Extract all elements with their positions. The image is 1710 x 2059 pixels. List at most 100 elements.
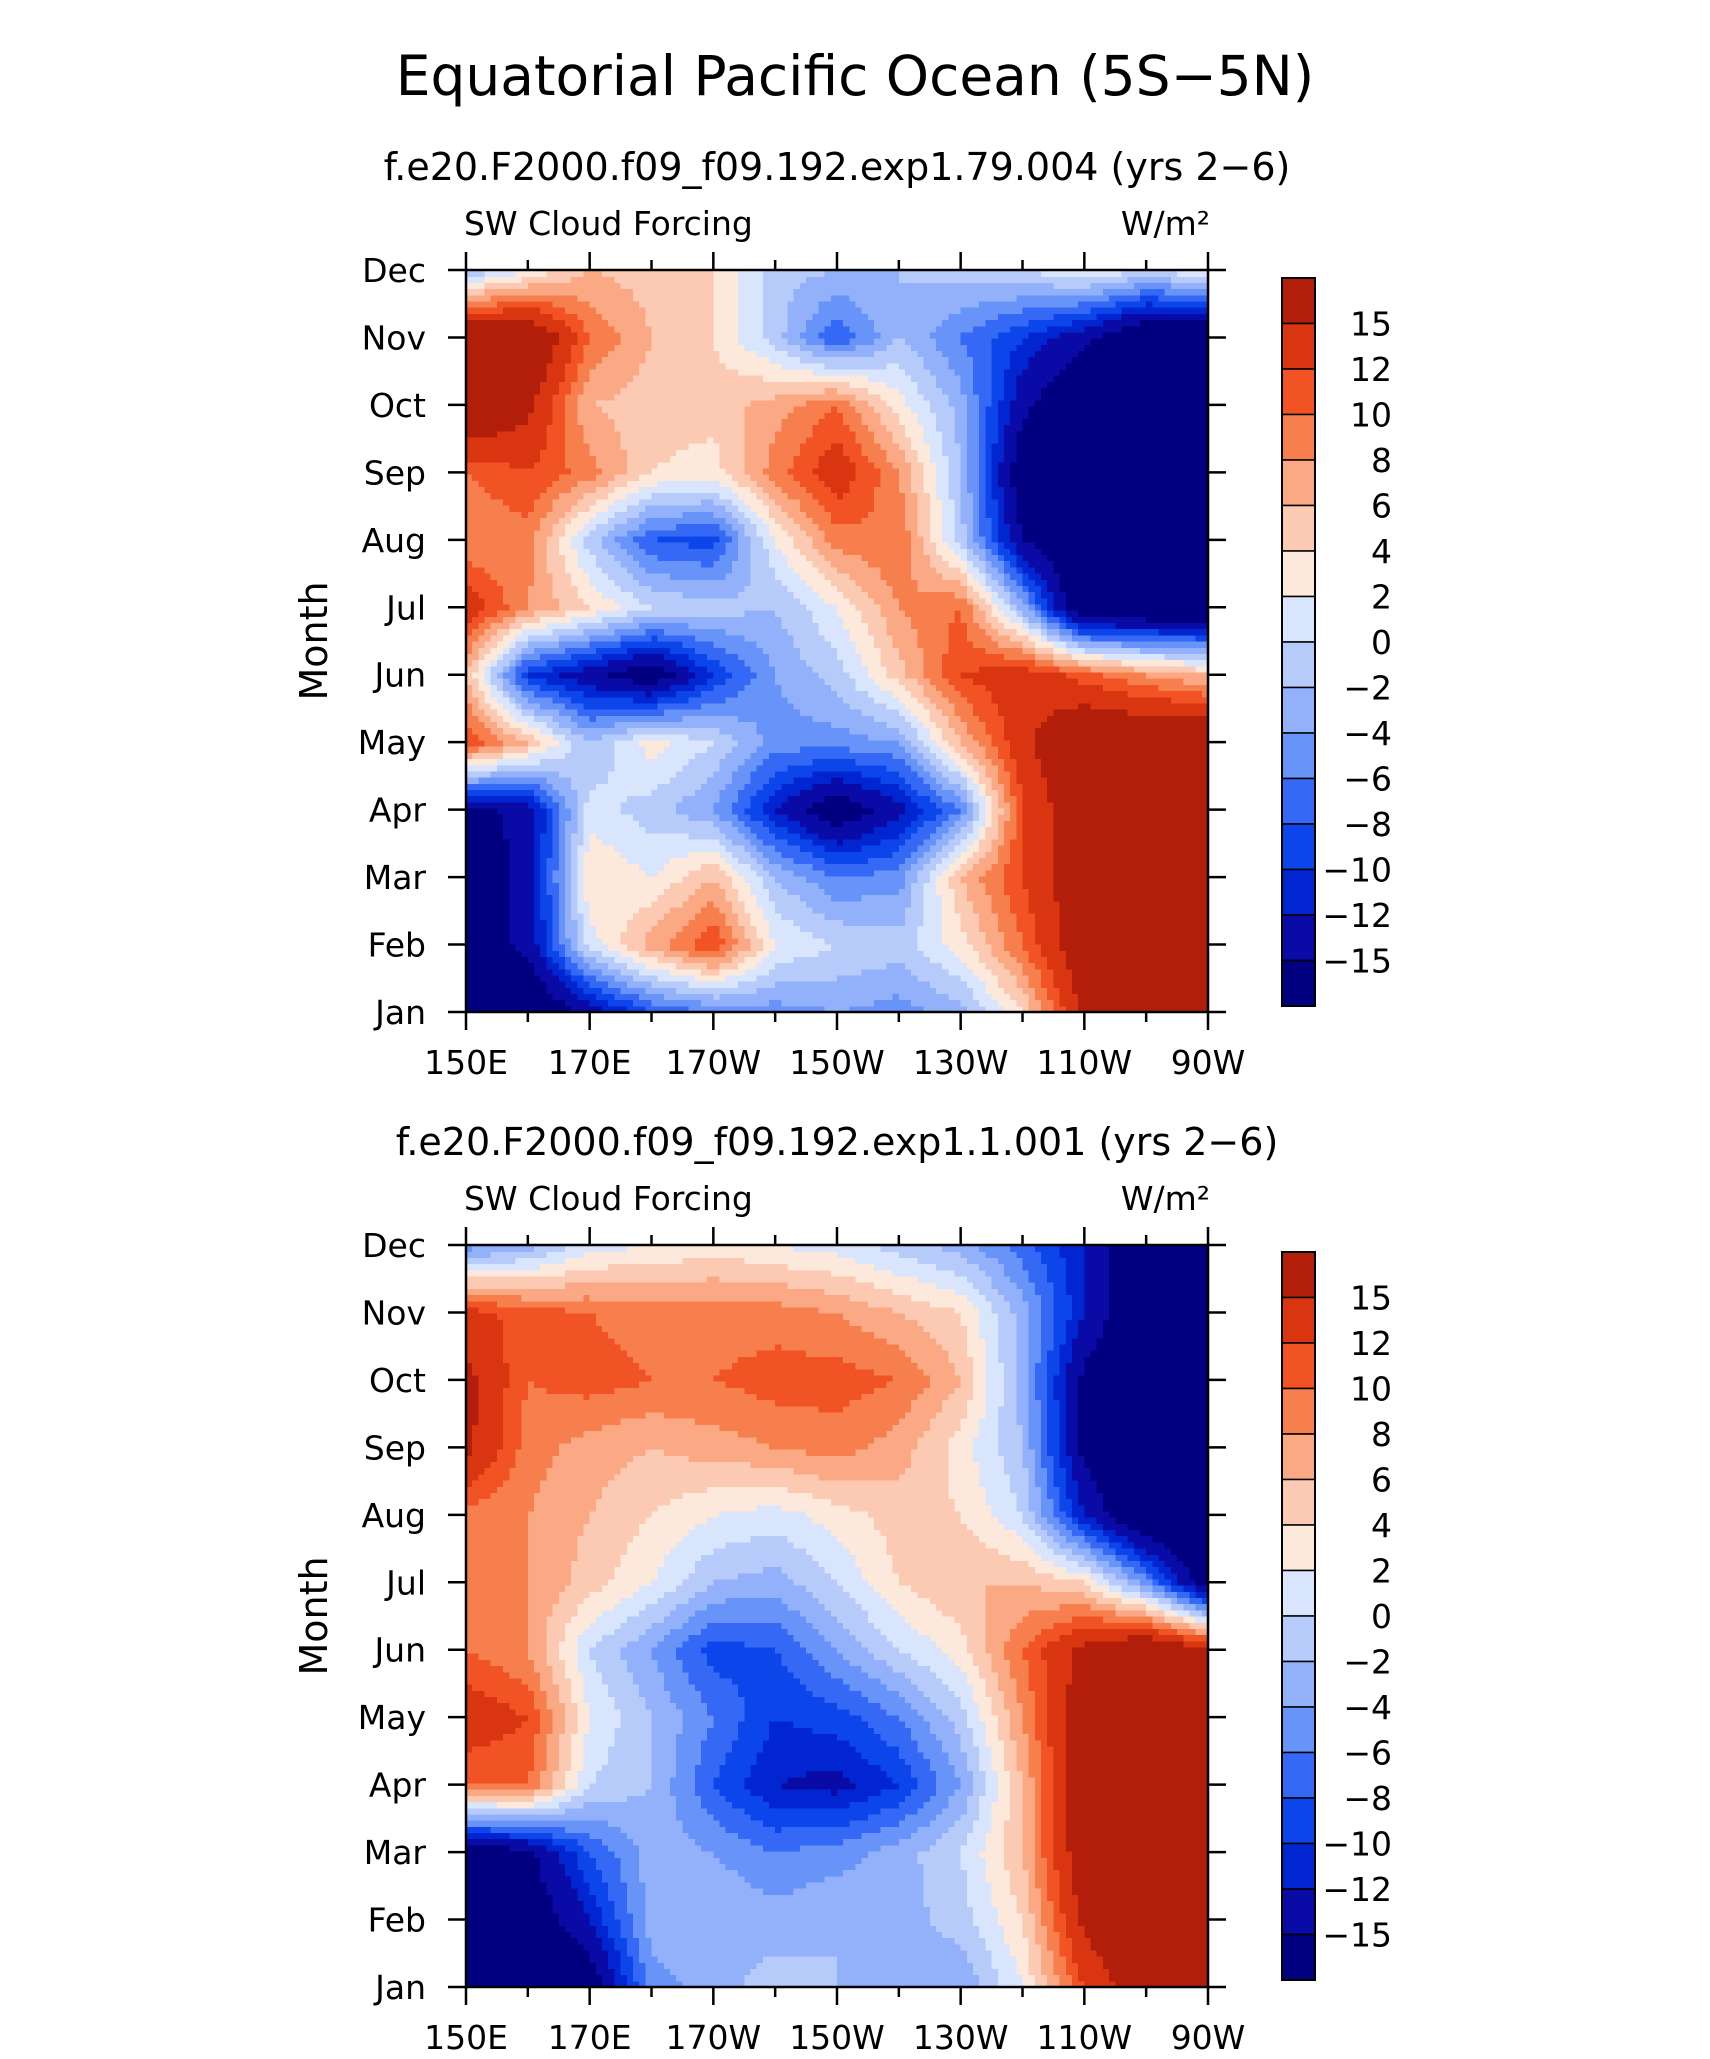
heatmap-cell (621, 833, 628, 840)
heatmap-cell (781, 845, 788, 852)
heatmap-cell (1053, 882, 1060, 889)
heatmap-cell (701, 888, 708, 895)
heatmap-cell (1183, 901, 1190, 908)
heatmap-cell (930, 796, 937, 803)
heatmap-cell (670, 857, 677, 864)
heatmap-cell (1196, 938, 1203, 945)
heatmap-cell (1097, 808, 1104, 815)
heatmap-cell (553, 802, 560, 809)
heatmap-cell (936, 839, 943, 846)
heatmap-cell (1134, 938, 1141, 945)
heatmap-cell (868, 857, 875, 864)
heatmap-cell (1091, 783, 1098, 790)
heatmap-cell (831, 882, 838, 889)
heatmap-cell (917, 777, 924, 784)
heatmap-cell (522, 777, 529, 784)
heatmap-cell (769, 789, 776, 796)
heatmap-cell (831, 888, 838, 895)
heatmap-cell (1159, 802, 1166, 809)
heatmap-cell (1029, 919, 1036, 926)
heatmap-cell (707, 993, 714, 1000)
heatmap-cell (472, 752, 479, 759)
heatmap-cell (1091, 876, 1098, 883)
heatmap-cell (979, 820, 986, 827)
heatmap-cell (1140, 907, 1147, 914)
heatmap-cell (905, 814, 912, 821)
heatmap-cell (732, 789, 739, 796)
heatmap-cell (1004, 1000, 1011, 1007)
heatmap-cell (1035, 814, 1042, 821)
heatmap-cell (874, 820, 881, 827)
heatmap-cell (936, 771, 943, 778)
heatmap-cell (596, 938, 603, 945)
heatmap-cell (967, 932, 974, 939)
heatmap-cell (1128, 950, 1135, 957)
heatmap-cell (924, 876, 931, 883)
heatmap-cell (899, 783, 906, 790)
heatmap-cell (614, 882, 621, 889)
heatmap-cell (1047, 845, 1054, 852)
heatmap-cell (1134, 796, 1141, 803)
heatmap-cell (750, 758, 757, 765)
heatmap-cell (899, 789, 906, 796)
heatmap-cell (948, 783, 955, 790)
heatmap-cell (781, 888, 788, 895)
heatmap-cell (1115, 796, 1122, 803)
heatmap-cell (515, 833, 522, 840)
heatmap-cell (713, 993, 720, 1000)
heatmap-cell (843, 851, 850, 858)
heatmap-cell (1004, 771, 1011, 778)
heatmap-cell (942, 876, 949, 883)
heatmap-cell (701, 882, 708, 889)
heatmap-cell (961, 975, 968, 982)
heatmap-cell (682, 808, 689, 815)
heatmap-cell (1023, 839, 1030, 846)
heatmap-cell (979, 771, 986, 778)
heatmap-cell (515, 919, 522, 926)
heatmap-cell (689, 901, 696, 908)
heatmap-cell (1109, 913, 1116, 920)
heatmap-cell (794, 993, 801, 1000)
heatmap-cell (831, 771, 838, 778)
heatmap-cell (1066, 839, 1073, 846)
heatmap-cell (1128, 845, 1135, 852)
heatmap-cell (472, 938, 479, 945)
heatmap-cell (800, 796, 807, 803)
heatmap-cell (608, 981, 615, 988)
heatmap-cell (1066, 827, 1073, 834)
heatmap-cell (1140, 938, 1147, 945)
heatmap-cell (1041, 827, 1048, 834)
heatmap-cell (1146, 987, 1153, 994)
heatmap-cell (720, 864, 727, 871)
heatmap-cell (800, 993, 807, 1000)
heatmap-cell (639, 956, 646, 963)
heatmap-cell (1066, 820, 1073, 827)
heatmap-cell (726, 925, 733, 932)
heatmap-cell (1196, 864, 1203, 871)
heatmap-cell (1159, 771, 1166, 778)
heatmap-cell (565, 864, 572, 871)
heatmap-cell (775, 969, 782, 976)
heatmap-cell (1097, 845, 1104, 852)
heatmap-cell (763, 845, 770, 852)
heatmap-cell (806, 752, 813, 759)
heatmap-cell (1097, 963, 1104, 970)
heatmap-cell (1146, 938, 1153, 945)
heatmap-cell (695, 876, 702, 883)
heatmap-cell (825, 845, 832, 852)
heatmap-cell (781, 864, 788, 871)
heatmap-cell (1078, 919, 1085, 926)
heatmap-cell (1159, 777, 1166, 784)
heatmap-cell (1171, 839, 1178, 846)
heatmap-cell (1078, 969, 1085, 976)
heatmap-cell (608, 814, 615, 821)
heatmap-cell (806, 963, 813, 970)
heatmap-cell (992, 845, 999, 852)
heatmap-cell (1159, 932, 1166, 939)
heatmap-cell (812, 796, 819, 803)
heatmap-cell (1053, 919, 1060, 926)
heatmap-cell (750, 808, 757, 815)
heatmap-cell (831, 752, 838, 759)
heatmap-cell (732, 963, 739, 970)
heatmap-cell (942, 932, 949, 939)
